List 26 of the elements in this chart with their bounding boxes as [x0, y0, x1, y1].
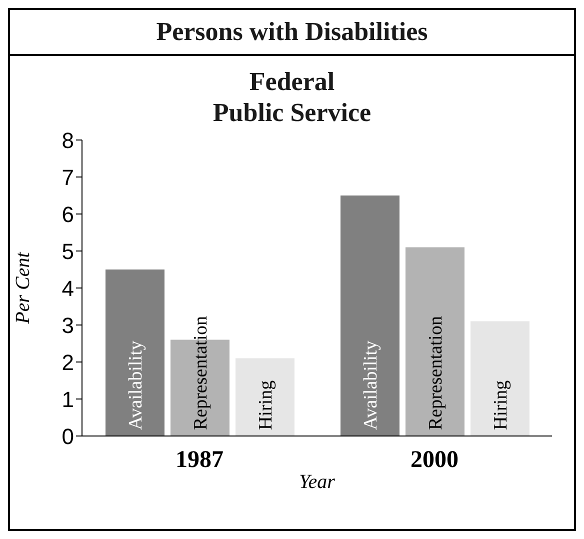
- chart-subtitle: Federal Public Service: [212, 66, 372, 128]
- x-tick-label: 2000: [410, 447, 458, 474]
- bar: [236, 358, 294, 436]
- y-tick-label: 2: [62, 350, 74, 375]
- text: Availability: [360, 340, 382, 430]
- bar: [406, 247, 464, 436]
- x-axis-title: Year: [299, 471, 336, 493]
- y-tick-label: 4: [62, 276, 74, 301]
- bar: [340, 196, 400, 436]
- series-label: Availability: [126, 340, 147, 430]
- bar: [106, 270, 164, 436]
- text: Hiring: [490, 380, 512, 430]
- y-tick-label: 7: [62, 164, 74, 190]
- bar: [470, 321, 530, 436]
- y-tick-label: 5: [62, 238, 74, 264]
- y-tick-label: 6: [62, 202, 74, 227]
- series-label: Representation: [190, 316, 212, 430]
- chart-title: Persons with Disabilities: [10, 10, 574, 56]
- text: Representation: [426, 316, 447, 430]
- y-tick-label: 3: [62, 312, 74, 338]
- y-axis-title: Per Cent: [12, 252, 34, 325]
- y-tick-label: 8: [62, 128, 74, 153]
- y-tick-label: 0: [62, 424, 74, 449]
- series-label: Hiring: [256, 380, 277, 430]
- y-tick-label: 1: [62, 386, 74, 412]
- x-tick-label: 1987: [176, 447, 224, 474]
